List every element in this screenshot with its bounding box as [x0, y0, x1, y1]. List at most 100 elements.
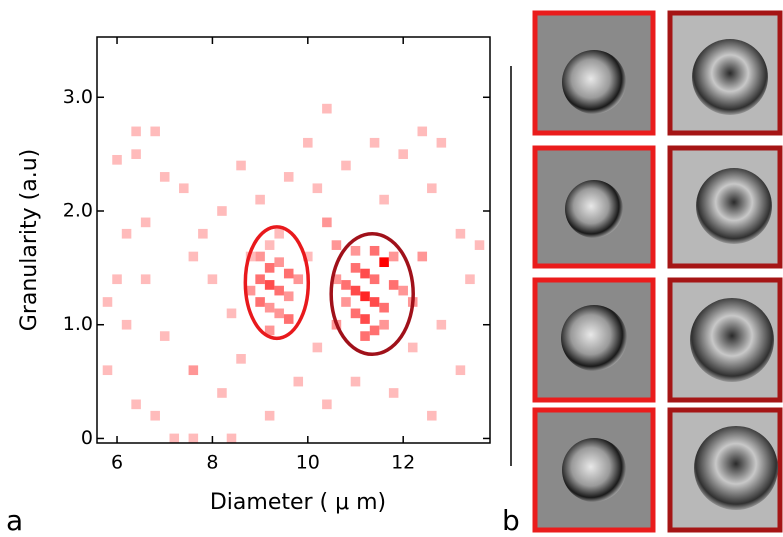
heat-cell — [427, 410, 437, 421]
cell-image — [696, 168, 772, 244]
heat-cell — [245, 285, 256, 296]
heat-cell — [379, 194, 389, 205]
heat-cell — [350, 263, 361, 273]
heat-cell — [341, 280, 351, 290]
heat-cell — [417, 126, 428, 137]
heat-cell — [369, 245, 380, 256]
heat-cell — [198, 228, 208, 239]
heat-cell — [102, 365, 113, 376]
cell-image — [562, 50, 626, 114]
heat-cell — [360, 314, 370, 324]
cluster-ellipse — [243, 225, 311, 341]
heat-cell — [360, 291, 370, 302]
y-tick-label: 2.0 — [63, 200, 93, 222]
heat-cell — [255, 251, 265, 262]
heat-cell — [388, 388, 399, 398]
heat-cell — [322, 399, 332, 410]
heat-cell — [350, 308, 361, 319]
heat-cell — [131, 126, 141, 137]
heat-cell — [369, 274, 380, 285]
x-axis-label: Diameter ( μ m) — [210, 490, 386, 515]
heat-cell — [436, 319, 447, 330]
heat-cell — [274, 308, 284, 319]
heat-cell — [159, 331, 170, 341]
heat-cell — [379, 319, 389, 330]
heat-cell — [121, 319, 132, 330]
cell-image — [562, 438, 626, 502]
heat-cell — [455, 228, 466, 239]
heat-cell — [350, 245, 361, 256]
y-tick-label: 1.0 — [63, 313, 93, 335]
heat-cell — [264, 240, 275, 250]
x-tick-label: 10 — [296, 452, 320, 474]
heat-cell — [303, 251, 313, 262]
heat-cell — [312, 183, 323, 194]
heat-cell — [312, 342, 323, 353]
heat-cell — [379, 257, 389, 268]
plot-frame — [96, 36, 491, 444]
cell-image — [690, 298, 774, 382]
heat-cell — [274, 257, 284, 268]
heat-cell — [264, 325, 275, 336]
heat-cell — [255, 274, 265, 285]
heat-cell — [179, 183, 189, 194]
heat-cell — [455, 365, 466, 376]
heat-cell — [360, 268, 370, 279]
heat-cell — [293, 376, 304, 387]
heat-cell — [226, 433, 237, 444]
heat-cell — [360, 331, 370, 341]
heat-cell — [217, 388, 227, 398]
heat-cell — [283, 314, 294, 324]
heat-cell — [121, 228, 132, 239]
heat-cell — [159, 172, 170, 182]
heat-cell — [436, 137, 447, 148]
heat-cell — [112, 274, 122, 285]
heat-cell — [264, 280, 275, 290]
y-tick-label: 0 — [81, 427, 93, 449]
heat-cell — [131, 149, 141, 159]
cell-image — [694, 426, 778, 510]
heat-cell — [150, 126, 160, 137]
heat-cell — [350, 376, 361, 387]
heat-cell — [264, 263, 275, 273]
heat-cell — [102, 297, 113, 307]
heat-cell — [264, 410, 275, 421]
cell-image — [565, 180, 623, 238]
heat-cell — [274, 285, 284, 296]
heat-cell — [283, 291, 294, 302]
heat-cell — [140, 274, 151, 285]
heat-cell — [188, 433, 199, 444]
heat-cell — [398, 285, 408, 296]
heat-cell — [465, 274, 475, 285]
heat-cell — [274, 228, 284, 239]
cell-image — [692, 39, 768, 115]
heat-cell — [150, 410, 160, 421]
heat-cell — [379, 302, 389, 313]
heat-cell — [140, 217, 151, 228]
heat-cell — [255, 297, 265, 307]
heat-cell — [388, 251, 399, 262]
heat-cell — [131, 399, 141, 410]
heat-cell — [341, 297, 351, 307]
heat-cell — [350, 285, 361, 296]
heat-cell — [255, 194, 265, 205]
heat-cell — [407, 342, 418, 353]
heat-cell — [264, 302, 275, 313]
x-tick-label: 8 — [206, 452, 218, 474]
heat-cell — [112, 154, 122, 165]
heat-cell — [331, 274, 342, 285]
heat-cell — [236, 160, 246, 171]
y-tick-label: 3.0 — [63, 86, 93, 108]
panel-label: b — [502, 504, 520, 537]
cluster-ellipse — [329, 231, 415, 357]
heat-cell — [417, 251, 428, 262]
heat-cell — [188, 365, 199, 376]
heat-cell — [331, 240, 342, 250]
heat-cell — [322, 217, 332, 228]
heat-cell — [474, 240, 485, 250]
heat-cell — [322, 103, 332, 114]
heat-cell — [427, 183, 437, 194]
panel-label: a — [6, 504, 23, 537]
heat-cell — [341, 160, 351, 171]
